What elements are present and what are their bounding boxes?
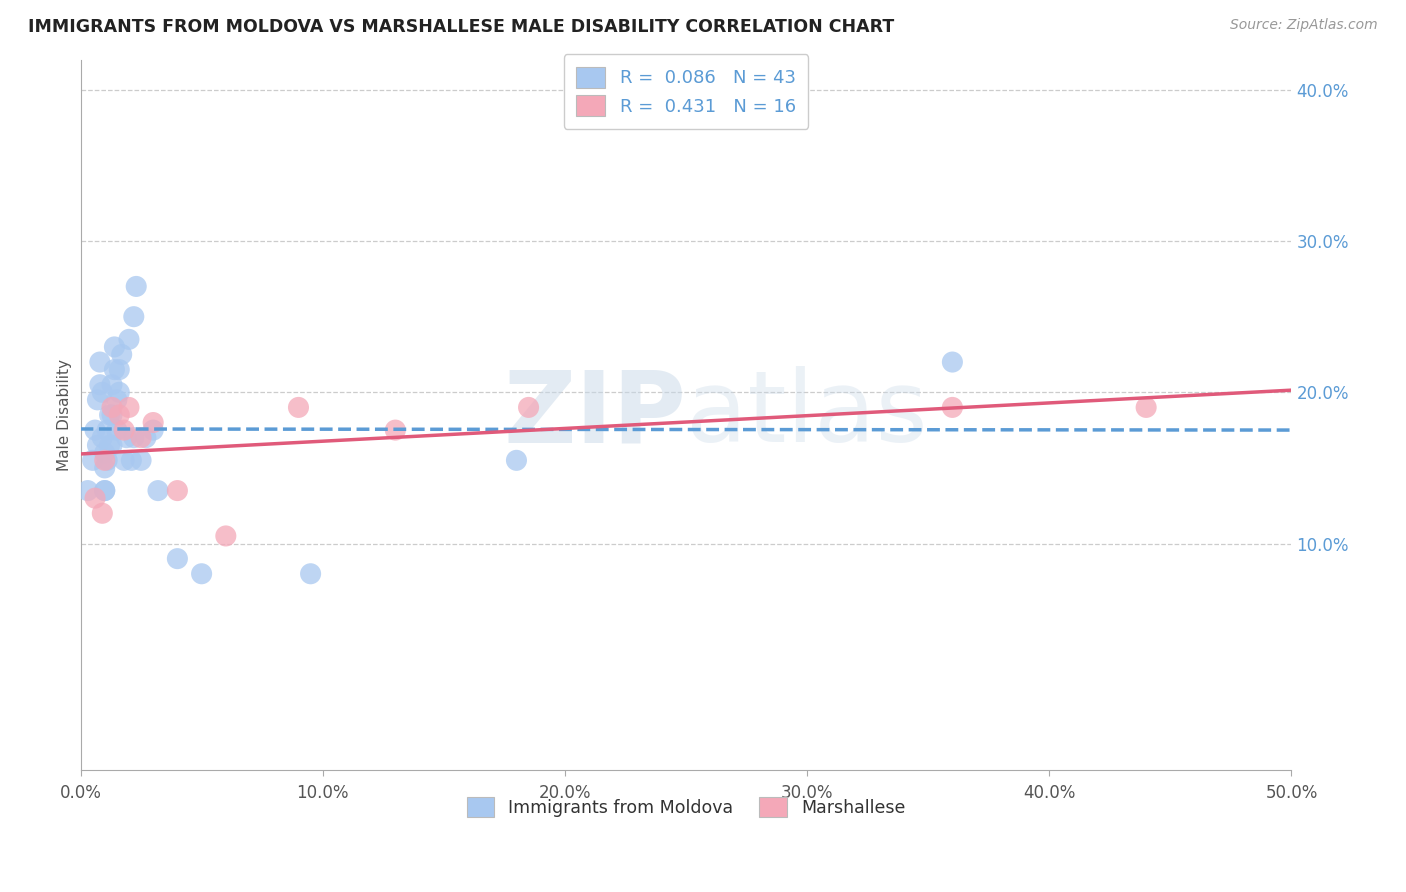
Text: IMMIGRANTS FROM MOLDOVA VS MARSHALLESE MALE DISABILITY CORRELATION CHART: IMMIGRANTS FROM MOLDOVA VS MARSHALLESE M… <box>28 18 894 36</box>
Point <box>103 362 125 376</box>
Point <box>86 438 108 452</box>
Point <box>103 340 125 354</box>
Point <box>96 423 118 437</box>
Point <box>122 310 145 324</box>
Point <box>122 431 145 445</box>
Point <box>146 483 169 498</box>
Point <box>287 401 309 415</box>
Point <box>105 392 128 407</box>
Point <box>101 401 124 415</box>
Point <box>111 347 134 361</box>
Point <box>89 355 111 369</box>
Point <box>129 453 152 467</box>
Point <box>517 401 540 415</box>
Point <box>105 423 128 437</box>
Point <box>93 446 115 460</box>
Y-axis label: Male Disability: Male Disability <box>58 359 72 471</box>
Point <box>129 431 152 445</box>
Point <box>84 423 107 437</box>
Point <box>112 423 135 437</box>
Text: ZIP: ZIP <box>503 367 686 464</box>
Point <box>120 453 142 467</box>
Point <box>93 483 115 498</box>
Point <box>142 416 165 430</box>
Point <box>108 385 131 400</box>
Point <box>1135 401 1157 415</box>
Text: atlas: atlas <box>686 367 928 464</box>
Point <box>101 377 124 392</box>
Point <box>91 431 114 445</box>
Point <box>98 438 121 452</box>
Point <box>299 566 322 581</box>
Point <box>108 408 131 422</box>
Point <box>82 453 104 467</box>
Point <box>91 506 114 520</box>
Point <box>96 453 118 467</box>
Point <box>166 483 188 498</box>
Point <box>91 385 114 400</box>
Point <box>93 453 115 467</box>
Point <box>941 401 963 415</box>
Point <box>941 355 963 369</box>
Point <box>112 453 135 467</box>
Point <box>108 362 131 376</box>
Legend: Immigrants from Moldova, Marshallese: Immigrants from Moldova, Marshallese <box>458 789 914 826</box>
Point <box>142 423 165 437</box>
Point <box>384 423 406 437</box>
Point <box>76 483 98 498</box>
Point <box>118 401 141 415</box>
Point <box>98 408 121 422</box>
Point <box>89 377 111 392</box>
Point <box>215 529 238 543</box>
Point <box>93 461 115 475</box>
Point <box>101 408 124 422</box>
Point <box>118 332 141 346</box>
Point <box>125 279 148 293</box>
Point <box>505 453 527 467</box>
Point <box>93 483 115 498</box>
Point <box>190 566 212 581</box>
Point <box>135 431 157 445</box>
Point <box>101 438 124 452</box>
Point <box>115 431 138 445</box>
Point <box>84 491 107 505</box>
Point <box>86 392 108 407</box>
Text: Source: ZipAtlas.com: Source: ZipAtlas.com <box>1230 18 1378 32</box>
Point <box>166 551 188 566</box>
